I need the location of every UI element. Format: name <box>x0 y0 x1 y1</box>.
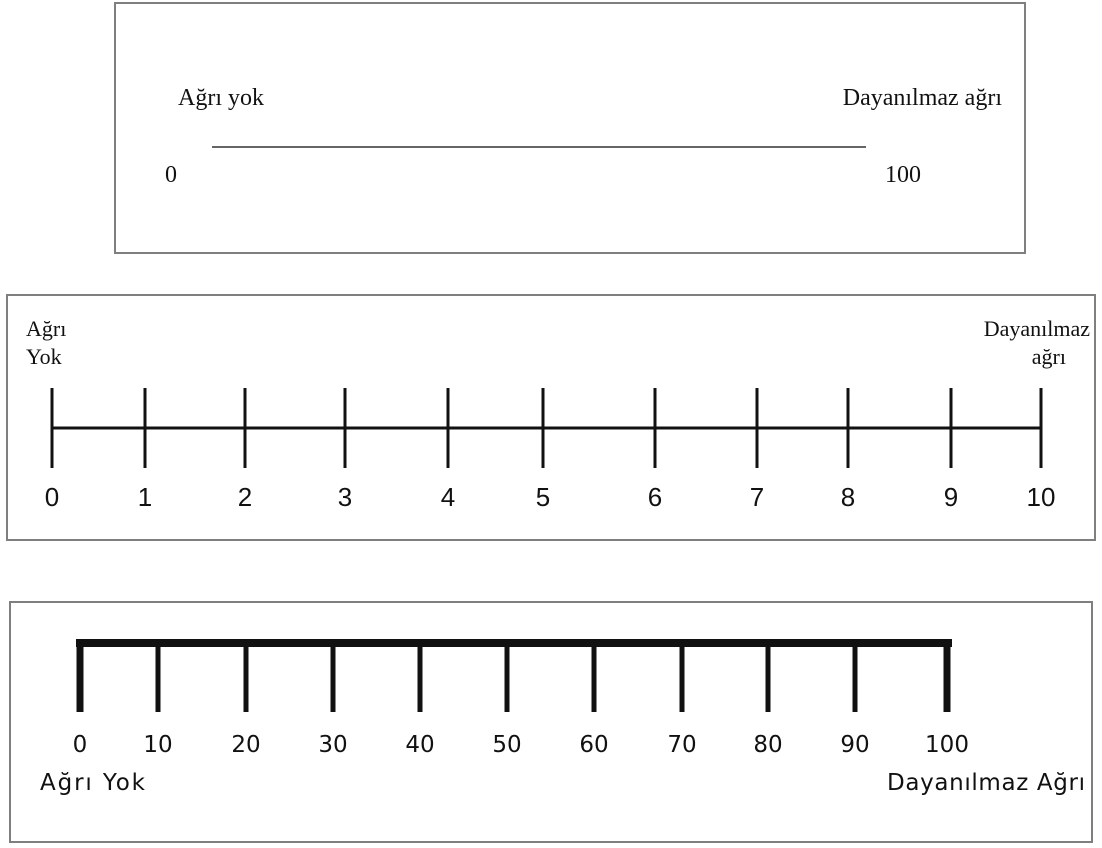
scale-frame <box>9 601 1093 843</box>
nrs-tick-label: 5 <box>536 482 550 512</box>
vas-max-label: 100 <box>885 162 921 188</box>
nrs-tick-label: 6 <box>648 482 662 512</box>
nrs-tick-label: 0 <box>45 482 59 512</box>
scale-tick-label: 20 <box>231 732 260 758</box>
scale-tick-label: 10 <box>143 732 172 758</box>
scale-tick-label: 70 <box>667 732 696 758</box>
scale-tick-label: 0 <box>73 732 88 758</box>
scale-ticks: 0 10 20 30 40 50 60 70 80 90 100 <box>73 643 969 758</box>
nrs-tick-label: 9 <box>944 482 958 512</box>
scale-tick-label: 80 <box>753 732 782 758</box>
nrs-left-label: Yok <box>26 344 62 369</box>
nrs-frame <box>6 294 1096 541</box>
scale-tick-label: 60 <box>579 732 608 758</box>
scale-tick-label: 100 <box>925 732 969 758</box>
scale-tick-label: 90 <box>840 732 869 758</box>
nrs-right-label: Dayanılmaz <box>984 316 1091 341</box>
nrs-tick-label: 7 <box>750 482 764 512</box>
nrs-tick-label: 4 <box>441 482 455 512</box>
nrs-tick-label: 10 <box>1027 482 1056 512</box>
vas-frame <box>114 2 1026 254</box>
vas-min-label: 0 <box>165 162 177 188</box>
nrs-tick-label: 8 <box>841 482 855 512</box>
nrs-right-label: ağrı <box>1032 344 1066 369</box>
nrs-ticks: 0 1 2 3 4 5 6 7 8 9 10 <box>45 388 1056 512</box>
scale-tick-label: 40 <box>405 732 434 758</box>
nrs-tick-label: 2 <box>238 482 252 512</box>
vas-right-label: Dayanılmaz ağrı <box>843 85 1003 111</box>
scale-tick-label: 30 <box>318 732 347 758</box>
nrs-tick-label: 3 <box>338 482 352 512</box>
scale-left-label: Ağrı Yok <box>40 770 146 796</box>
nrs-left-label: Ağrı <box>26 316 66 341</box>
scale-tick-label: 50 <box>492 732 521 758</box>
scale-right-label: Dayanılmaz Ağrı <box>887 770 1085 796</box>
nrs-tick-label: 1 <box>138 482 152 512</box>
vas-left-label: Ağrı yok <box>178 85 264 111</box>
